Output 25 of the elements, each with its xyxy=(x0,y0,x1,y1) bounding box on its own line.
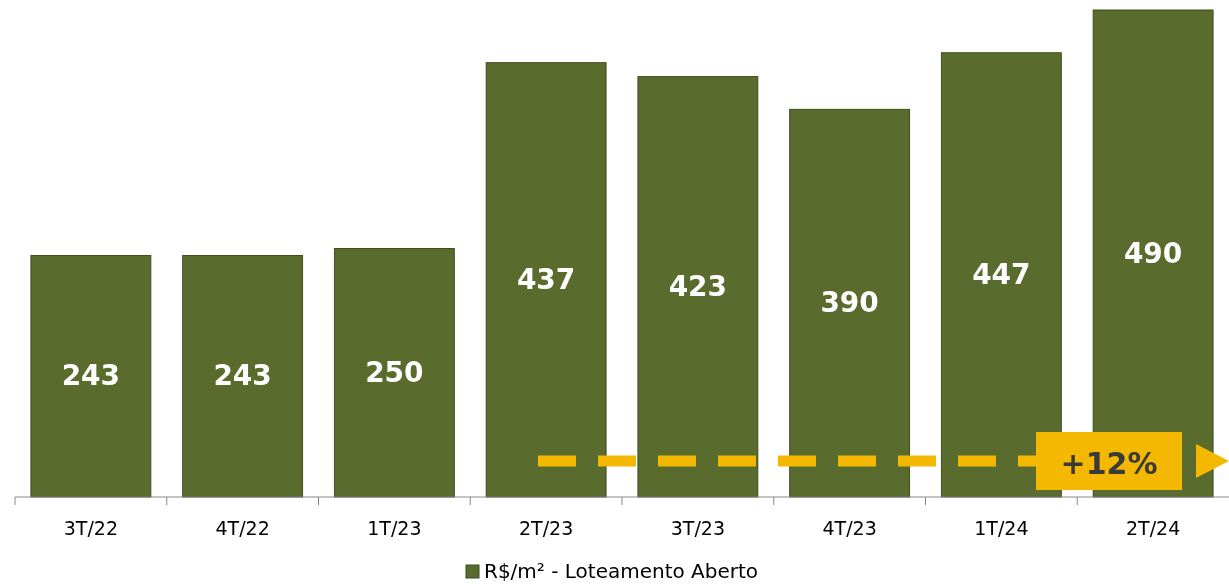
data-label: 423 xyxy=(668,269,728,303)
bar xyxy=(789,108,911,498)
data-label: 490 xyxy=(1123,236,1183,270)
x-tick-label: 2T/24 xyxy=(1125,517,1181,539)
legend-label: R$/m² - Loteamento Aberto xyxy=(484,559,759,583)
x-tick-label: 4T/23 xyxy=(822,517,877,539)
bar xyxy=(485,62,607,498)
bar xyxy=(182,254,304,498)
data-label: 437 xyxy=(516,262,576,296)
data-label: 390 xyxy=(820,286,879,320)
x-tick-label: 1T/23 xyxy=(367,517,422,539)
bar xyxy=(940,52,1062,498)
bar xyxy=(30,254,152,498)
data-label: 250 xyxy=(365,355,424,389)
data-label: 243 xyxy=(213,359,272,393)
x-tick-label: 3T/22 xyxy=(63,517,119,539)
data-label: 447 xyxy=(972,257,1031,291)
bar xyxy=(333,248,455,498)
x-tick-label: 1T/24 xyxy=(974,517,1029,539)
data-label: 243 xyxy=(61,359,121,393)
bar xyxy=(637,76,759,498)
x-tick-label: 2T/23 xyxy=(518,517,574,539)
annotation: +12% xyxy=(1060,446,1158,481)
x-tick-label: 4T/22 xyxy=(215,517,270,539)
x-tick-label: 3T/23 xyxy=(670,517,726,539)
